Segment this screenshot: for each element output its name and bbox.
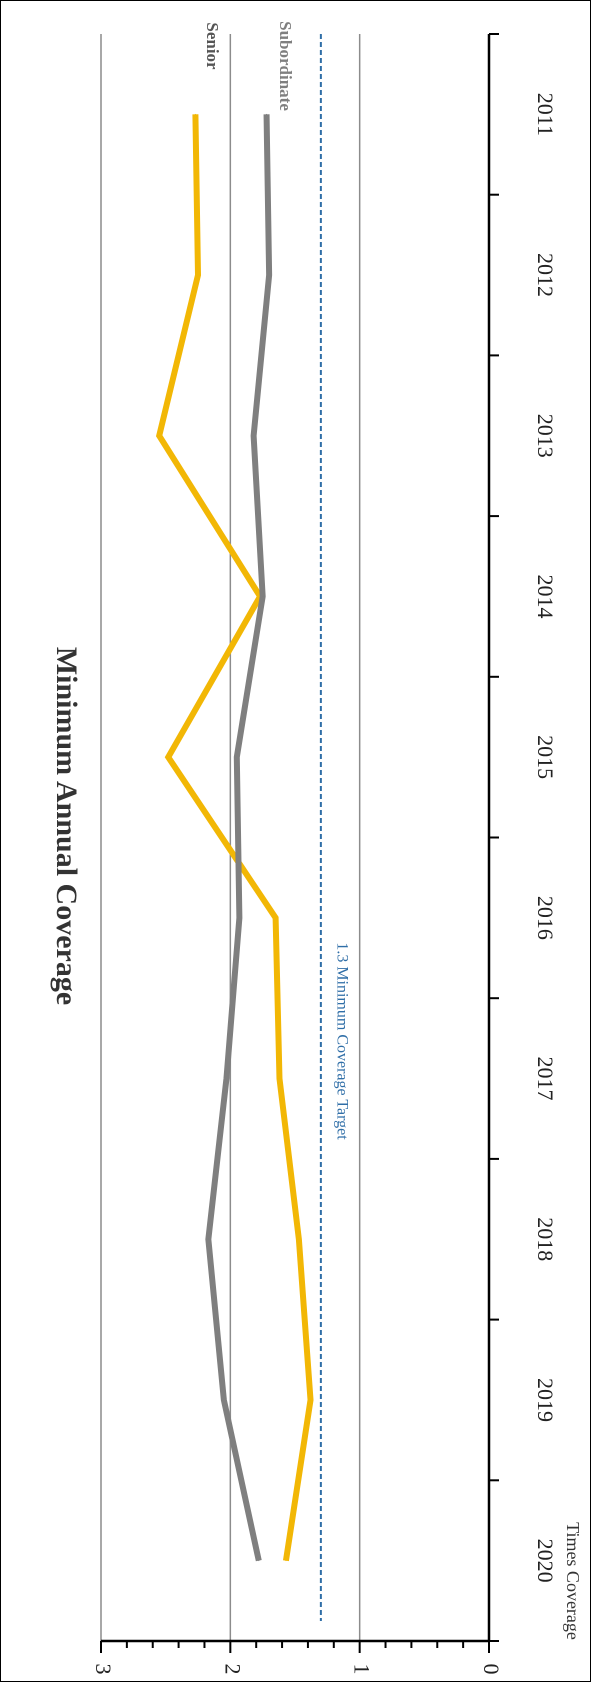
data-point bbox=[278, 1078, 280, 1080]
data-point bbox=[275, 917, 277, 919]
value-tick-label: 2 bbox=[220, 1664, 245, 1675]
data-point bbox=[266, 113, 268, 115]
series-label-senior: Senior bbox=[203, 22, 222, 70]
data-point bbox=[167, 756, 169, 758]
category-tick-label: 2016 bbox=[533, 896, 558, 940]
data-point bbox=[194, 113, 196, 115]
category-tick-label: 2019 bbox=[533, 1378, 558, 1422]
value-tick-label: 0 bbox=[479, 1664, 504, 1675]
data-point bbox=[258, 1560, 260, 1562]
chart-title: Minimum Annual Coverage bbox=[50, 647, 83, 1005]
category-tick-label: 2015 bbox=[533, 735, 558, 779]
data-point bbox=[262, 595, 264, 597]
category-tick-label: 2020 bbox=[533, 1539, 558, 1583]
data-point bbox=[268, 274, 270, 276]
plot-area: 0 1 2 3 2011 2012 2013 2014 2015 2016 2017 2018 2019… bbox=[91, 33, 558, 1675]
y-axis-title: Times Coverage bbox=[563, 1522, 583, 1640]
data-point bbox=[158, 435, 160, 437]
data-point bbox=[298, 1238, 300, 1240]
series-line-subordinate bbox=[205, 114, 273, 1562]
data-point bbox=[225, 1078, 227, 1080]
data-point bbox=[197, 274, 199, 276]
value-tick-label: 1 bbox=[350, 1664, 375, 1675]
data-point bbox=[285, 1560, 287, 1562]
data-point bbox=[253, 435, 255, 437]
category-tick-label: 2012 bbox=[533, 253, 558, 297]
data-point bbox=[223, 1399, 225, 1401]
data-point bbox=[236, 756, 238, 758]
value-tick-label: 3 bbox=[91, 1664, 116, 1675]
category-tick-label: 2011 bbox=[533, 93, 558, 136]
data-point bbox=[310, 1399, 312, 1401]
category-tick-label: 2017 bbox=[533, 1057, 558, 1101]
data-point bbox=[238, 917, 240, 919]
reference-line-label: 1.3 Minimum Coverage Target bbox=[333, 942, 350, 1140]
category-tick-label: 2014 bbox=[533, 574, 558, 618]
category-tick-label: 2018 bbox=[533, 1217, 558, 1261]
rotated-labels: Minimum Annual Coverage Times Coverage 1… bbox=[50, 21, 583, 1640]
series-line-senior bbox=[155, 114, 314, 1562]
series-label-subordinate: Subordinate bbox=[276, 21, 295, 111]
category-tick-label: 2013 bbox=[533, 414, 558, 458]
data-point bbox=[207, 1238, 209, 1240]
